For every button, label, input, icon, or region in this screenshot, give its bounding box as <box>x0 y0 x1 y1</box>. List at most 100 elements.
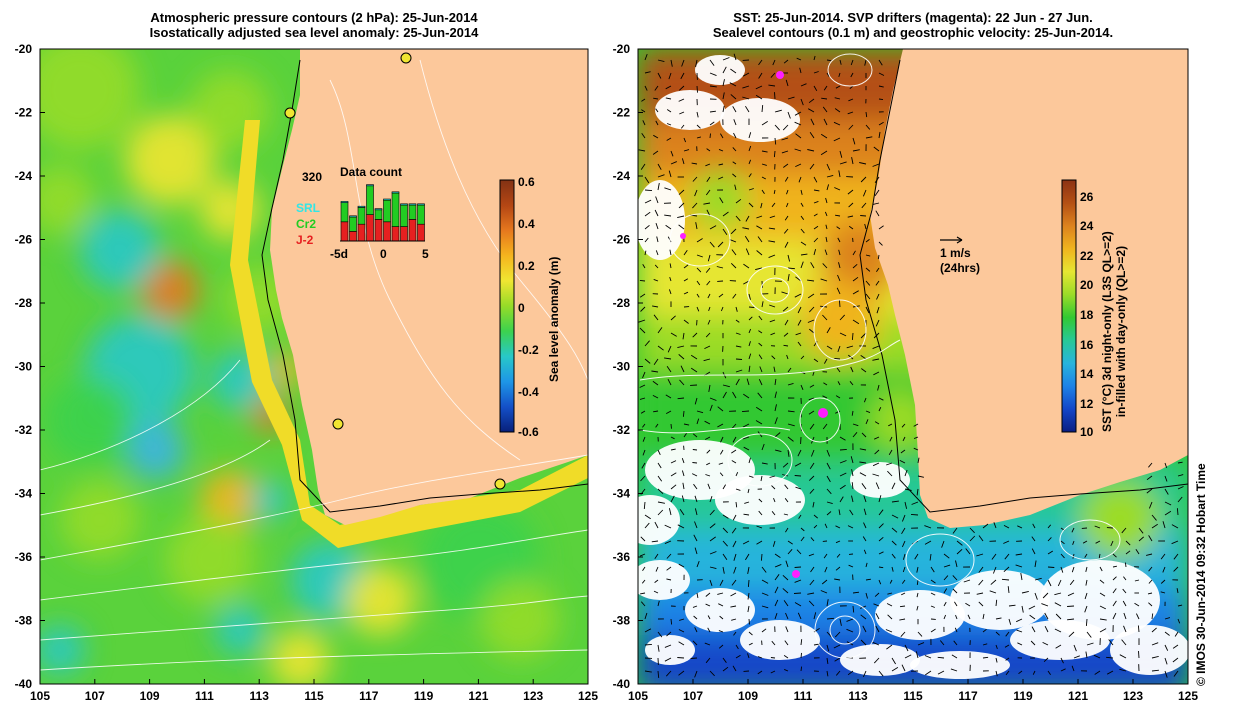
right-title-line1: SST: 25-Jun-2014. SVP drifters (magenta)… <box>733 10 1093 25</box>
right-lon-tick-5: 115 <box>903 689 923 703</box>
right-axes: 105 107 109 111 113 115 117 119 121 123 125 -20 -22 -… <box>613 42 1199 703</box>
left-lat-tick-6: -32 <box>15 423 33 437</box>
left-lat-tick-2: -24 <box>15 169 33 183</box>
inset-bar-9-cr2 <box>417 204 425 225</box>
sla-tick-1: 0.4 <box>518 217 535 231</box>
left-lon-tick-9: 123 <box>523 689 543 703</box>
left-lat-tick-4: -28 <box>15 296 33 310</box>
left-title-line2: Isostatically adjusted sea level anomaly… <box>149 25 479 40</box>
left-lon-tick-4: 113 <box>250 689 270 703</box>
land-mass-right <box>870 49 1188 528</box>
right-lat-tick-4: -28 <box>613 296 631 310</box>
left-lon-tick-7: 119 <box>414 689 434 703</box>
right-lat-tick-8: -36 <box>613 550 631 564</box>
inset-bar-9-srl <box>417 203 425 206</box>
data-count-inset: Data count 320 -5d 0 5 SRL Cr2 J-2 <box>296 165 429 261</box>
left-lat-tick-9: -38 <box>15 614 33 628</box>
right-lat-tick-1: -22 <box>613 106 631 120</box>
right-lat-tick-5: -30 <box>613 360 631 374</box>
stations <box>284 52 506 490</box>
inset-bar-4-cr2 <box>374 209 383 220</box>
right-lat-tick-2: -24 <box>613 169 631 183</box>
legend-srl: SRL <box>296 201 320 215</box>
inset-bar-2-srl <box>357 205 366 208</box>
inset-bar-7-cr2 <box>400 204 408 227</box>
inset-bar-2-j2 <box>357 223 366 242</box>
sst-colorbar-ticks: 26 24 22 20 18 16 14 12 10 <box>1080 190 1094 439</box>
land-mass-left <box>270 49 588 525</box>
inset-bars <box>340 184 425 242</box>
left-lon-tick-10: 125 <box>578 689 598 703</box>
velocity-scale-label: 1 m/s <box>940 246 971 260</box>
right-map <box>638 49 1188 684</box>
left-panel-title: Atmospheric pressure contours (2 hPa): 2… <box>40 10 588 40</box>
shelf-contour <box>261 59 588 513</box>
sla-tick-2: 0.2 <box>518 259 535 273</box>
sla-tick-5: -0.4 <box>518 385 539 399</box>
sst-tick-6: 14 <box>1080 367 1094 381</box>
svp-drifters <box>680 71 828 578</box>
geostrophic-velocity-arrows <box>638 53 1184 678</box>
sst-tick-4: 18 <box>1080 308 1094 322</box>
shelf-contour-right <box>859 59 1188 513</box>
sst-tick-7: 12 <box>1080 397 1094 411</box>
inset-title: Data count <box>340 165 402 179</box>
right-lon-tick-10: 125 <box>1178 689 1198 703</box>
inset-bar-8-cr2 <box>408 204 417 220</box>
left-lat-tick-8: -36 <box>15 550 33 564</box>
inset-bar-8-j2 <box>408 219 417 242</box>
sst-tick-8: 10 <box>1080 425 1094 439</box>
inset-bar-1-srl <box>349 215 357 218</box>
right-lat-tick-7: -34 <box>613 487 631 501</box>
inset-bar-3-srl <box>366 184 374 187</box>
left-lat-tick-10: -40 <box>15 677 33 691</box>
sst-tick-0: 26 <box>1080 190 1094 204</box>
inset-bar-0-j2 <box>340 221 349 242</box>
inset-xtick-2: 0 <box>380 247 387 261</box>
left-axes: 105 107 109 111 113 115 117 119 121 123 125 -20 -22 -… <box>15 42 599 703</box>
right-lon-tick-2: 109 <box>738 689 758 703</box>
inset-bar-6-j2 <box>391 226 400 242</box>
left-lon-tick-6: 117 <box>359 689 379 703</box>
inset-bar-1-j2 <box>349 231 357 242</box>
left-lon-tick-5: 115 <box>304 689 324 703</box>
left-lon-tick-1: 107 <box>85 689 105 703</box>
left-title-line1: Atmospheric pressure contours (2 hPa): 2… <box>150 10 478 25</box>
right-lat-tick-10: -40 <box>613 677 631 691</box>
right-title-line2: Sealevel contours (0.1 m) and geostrophi… <box>712 25 1114 40</box>
sst-tick-2: 22 <box>1080 249 1094 263</box>
right-lon-tick-0: 105 <box>628 689 648 703</box>
sla-tick-0: 0.6 <box>518 175 535 189</box>
sla-tick-3: 0 <box>518 301 525 315</box>
inset-bar-6-cr2 <box>391 192 400 227</box>
inset-bar-5-srl <box>383 198 391 201</box>
sla-colorbar <box>499 179 515 433</box>
pressure-contours <box>40 59 588 671</box>
right-lat-tick-6: -32 <box>613 423 631 437</box>
inset-bar-6-srl <box>391 191 400 194</box>
left-map <box>40 49 588 684</box>
legend-cr2: Cr2 <box>296 217 316 231</box>
left-lon-tick-8: 121 <box>468 689 488 703</box>
left-lon-tick-2: 109 <box>140 689 160 703</box>
imos-credit: © IMOS 30-Jun-2014 09:32 Hobart Time <box>1194 463 1208 686</box>
left-lat-tick-0: -20 <box>15 42 33 56</box>
cloud-mask <box>638 55 1188 679</box>
left-lon-tick-0: 105 <box>30 689 50 703</box>
sla-tick-6: -0.6 <box>518 425 539 439</box>
sst-tick-1: 24 <box>1080 219 1094 233</box>
inset-bar-8-srl <box>408 203 417 206</box>
right-lat-tick-0: -20 <box>613 42 631 56</box>
inset-xtick-1: -5d <box>330 247 348 261</box>
right-lat-tick-3: -26 <box>613 233 631 247</box>
inset-bar-0-cr2 <box>340 202 349 223</box>
inset-bar-4-srl <box>374 208 383 211</box>
inset-max-label: 320 <box>302 170 322 184</box>
right-lon-tick-9: 123 <box>1123 689 1143 703</box>
right-lon-tick-1: 107 <box>683 689 703 703</box>
sst-colorbar-label-line2: in-filled with day-only (QL>=2) <box>1114 245 1128 418</box>
inset-bar-0-srl <box>340 201 349 203</box>
sealevel-contours <box>639 53 1121 659</box>
sla-tick-4: -0.2 <box>518 343 539 357</box>
left-lat-tick-3: -26 <box>15 233 33 247</box>
